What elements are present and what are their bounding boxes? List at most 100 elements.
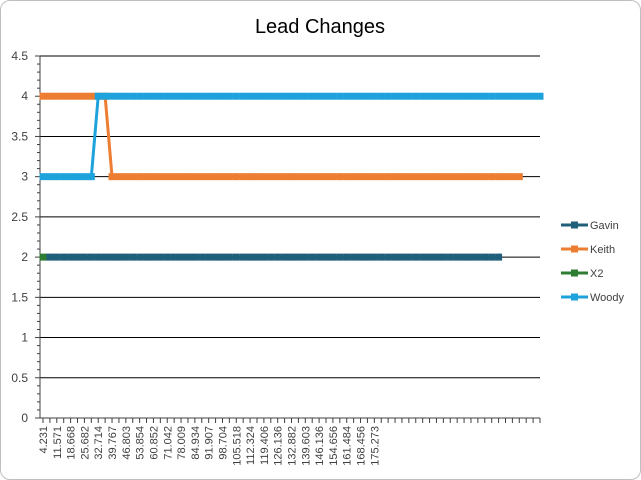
data-point [294, 173, 302, 181]
x-tick-label: 161.484 [342, 426, 354, 466]
data-point [336, 173, 344, 181]
data-point [163, 173, 171, 181]
data-point [329, 253, 337, 261]
data-point [370, 173, 378, 181]
data-point [74, 92, 82, 100]
data-point [212, 173, 220, 181]
data-point [350, 92, 358, 100]
y-tick-label: 2.5 [11, 210, 28, 224]
data-point [336, 92, 344, 100]
data-point [177, 253, 185, 261]
data-point [267, 173, 275, 181]
data-point [322, 92, 330, 100]
series-woody [39, 92, 544, 181]
data-point [453, 92, 461, 100]
data-point [94, 92, 102, 100]
data-point [467, 253, 475, 261]
data-point [253, 92, 261, 100]
x-axis: 4.231 11.571 18.668 25.682 32.714 39.767 46.80… [38, 417, 541, 466]
data-point [170, 92, 178, 100]
y-tick-label: 1 [21, 331, 28, 345]
data-point [198, 173, 206, 181]
data-point [156, 173, 164, 181]
data-point [67, 253, 75, 261]
data-point [322, 173, 330, 181]
data-point [384, 92, 392, 100]
data-point [488, 92, 496, 100]
data-point [205, 92, 213, 100]
data-point [308, 253, 316, 261]
data-point [260, 173, 268, 181]
data-point [122, 173, 130, 181]
data-point [115, 92, 123, 100]
data-point [108, 173, 116, 181]
data-point [508, 92, 516, 100]
y-tick-label: 3.5 [11, 129, 28, 143]
data-point [474, 92, 482, 100]
data-point [453, 253, 461, 261]
data-point [232, 173, 240, 181]
data-point [87, 173, 95, 181]
gridlines [40, 55, 540, 419]
data-point [398, 92, 406, 100]
data-point [501, 92, 509, 100]
data-point [177, 173, 185, 181]
data-point [453, 173, 461, 181]
data-point [419, 253, 427, 261]
data-point [46, 92, 54, 100]
data-point [267, 253, 275, 261]
data-point [246, 173, 254, 181]
data-point [467, 92, 475, 100]
data-point [377, 253, 385, 261]
data-point [163, 92, 171, 100]
data-point [149, 173, 157, 181]
data-point [357, 92, 365, 100]
series-lines [39, 92, 544, 261]
x-tick-label: 4.231 [38, 426, 50, 454]
data-point [129, 253, 137, 261]
y-tick-label: 0 [21, 411, 28, 425]
data-point [363, 92, 371, 100]
data-point [370, 253, 378, 261]
data-point [260, 92, 268, 100]
data-point [274, 173, 282, 181]
data-point [39, 92, 47, 100]
data-point [87, 92, 95, 100]
legend-item-gavin: Gavin [561, 220, 619, 232]
data-point [108, 92, 116, 100]
y-tick-label: 1.5 [11, 290, 28, 304]
data-point [143, 253, 151, 261]
x-tick-label: 91.907 [204, 426, 216, 460]
x-tick-label: 32.714 [93, 426, 105, 460]
data-point [529, 92, 537, 100]
data-point [343, 253, 351, 261]
data-point [115, 173, 123, 181]
data-point [377, 173, 385, 181]
data-point [281, 253, 289, 261]
data-point [412, 253, 420, 261]
data-point [357, 253, 365, 261]
data-point [495, 92, 503, 100]
data-point [350, 253, 358, 261]
data-point [426, 253, 434, 261]
data-point [384, 253, 392, 261]
data-point [115, 253, 123, 261]
data-point [322, 253, 330, 261]
x-tick-label: 71.042 [162, 426, 174, 460]
y-axis: 0 0.5 1 1.5 2 2.5 3 3.5 4 4.5 [11, 49, 41, 425]
series-keith [39, 92, 523, 181]
data-point [446, 173, 454, 181]
data-point [67, 92, 75, 100]
data-point [205, 253, 213, 261]
x-tick-label: 105.518 [231, 426, 243, 466]
data-point [439, 173, 447, 181]
data-point [253, 253, 261, 261]
data-point [288, 253, 295, 261]
y-tick-label: 0.5 [11, 371, 28, 385]
data-point [301, 173, 309, 181]
legend-label: Gavin [590, 220, 619, 232]
data-point [536, 92, 544, 100]
legend: Gavin Keith X2 Woody [561, 220, 625, 304]
x-tick-label: 119.406 [259, 426, 271, 465]
